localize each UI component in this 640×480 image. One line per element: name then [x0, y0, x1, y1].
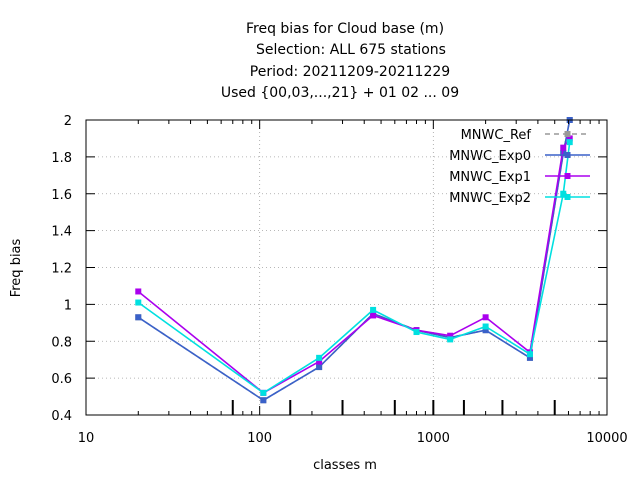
data-point-MNWC_Exp1	[316, 358, 323, 365]
data-point-MNWC_Exp1	[447, 332, 454, 339]
series-line-MNWC_Exp1	[137, 137, 571, 394]
y-tick-label: 1.4	[51, 225, 72, 240]
series-line-MNWC_Exp2	[137, 142, 571, 394]
series-MNWC_Exp2	[135, 139, 573, 396]
legend-label-MNWC_Exp0: MNWC_Exp0	[449, 149, 531, 164]
y-axis-label: Freq bias	[9, 238, 24, 297]
y-tick-label: 0.8	[51, 335, 72, 350]
data-point-MNWC_Exp2	[566, 139, 573, 146]
data-point-MNWC_Exp2	[526, 351, 533, 358]
data-point-MNWC_Exp0	[560, 150, 567, 157]
y-tick-label: 1.8	[51, 151, 72, 166]
data-point-MNWC_Exp1	[370, 312, 377, 319]
data-point-MNWC_Exp2	[482, 323, 489, 330]
grid	[86, 120, 607, 415]
y-tick-label: 2	[64, 114, 72, 129]
title-line-2: Selection: ALL 675 stations	[256, 42, 446, 58]
data-point-MNWC_Exp1	[135, 288, 142, 295]
legend: MNWC_Ref MNWC_Exp0 MNWC_Exp1 MNWC_Exp2	[449, 128, 590, 206]
legend-marker-MNWC_Exp2	[564, 194, 571, 200]
data-point-MNWC_Exp1	[566, 135, 573, 142]
y-tick-label: 1.2	[51, 262, 72, 277]
data-point-MNWC_Exp0	[260, 397, 267, 404]
data-point-MNWC_Exp2	[413, 329, 420, 336]
class-markers	[231, 400, 556, 415]
x-tick-label: 10000	[586, 431, 627, 446]
title-line-3: Period: 20211209-20211229	[250, 64, 450, 80]
x-axis-label: classes m	[313, 458, 377, 473]
data-point-MNWC_Exp0	[135, 314, 142, 321]
chart-title: Freq bias for Cloud base (m) Selection: …	[221, 21, 459, 101]
axis-ticks: 10 100 1000 10000 0.4 0.6 0.8 1 1.2 1.4 1.6 1.8 2	[51, 114, 627, 446]
data-point-MNWC_Exp2	[447, 336, 454, 343]
data-point-MNWC_Exp0	[316, 364, 323, 371]
legend-label-MNWC_Ref: MNWC_Ref	[461, 128, 532, 143]
data-point-MNWC_Exp2	[135, 299, 142, 306]
data-point-MNWC_Exp0	[526, 354, 533, 361]
data-point-MNWC_Exp1	[560, 144, 567, 151]
y-tick-label: 0.4	[51, 409, 72, 424]
x-tick-label: 10	[78, 431, 95, 446]
series-line-MNWC_Exp0	[137, 119, 571, 402]
y-tick-label: 1.6	[51, 188, 72, 203]
title-line-4: Used {00,03,...,21} + 01 02 ... 09	[221, 85, 459, 101]
data-point-MNWC_Exp2	[560, 190, 567, 197]
data-point-MNWC_Exp0	[482, 327, 489, 334]
legend-marker-MNWC_Ref	[564, 131, 571, 137]
data-point-MNWC_Exp2	[260, 389, 267, 396]
legend-marker-MNWC_Exp0	[564, 152, 571, 158]
x-tick-label: 100	[247, 431, 272, 446]
legend-label-MNWC_Exp2: MNWC_Exp2	[449, 191, 531, 206]
data-point-MNWC_Exp2	[316, 354, 323, 361]
title-line-1: Freq bias for Cloud base (m)	[246, 21, 444, 37]
data-point-MNWC_Exp1	[482, 314, 489, 321]
x-tick-label: 1000	[417, 431, 450, 446]
data-point-MNWC_Exp2	[370, 306, 377, 313]
y-tick-label: 1	[64, 298, 72, 313]
legend-marker-MNWC_Exp1	[564, 173, 571, 179]
y-tick-label: 0.6	[51, 372, 72, 387]
legend-label-MNWC_Exp1: MNWC_Exp1	[449, 170, 531, 185]
series-lines	[135, 117, 573, 404]
